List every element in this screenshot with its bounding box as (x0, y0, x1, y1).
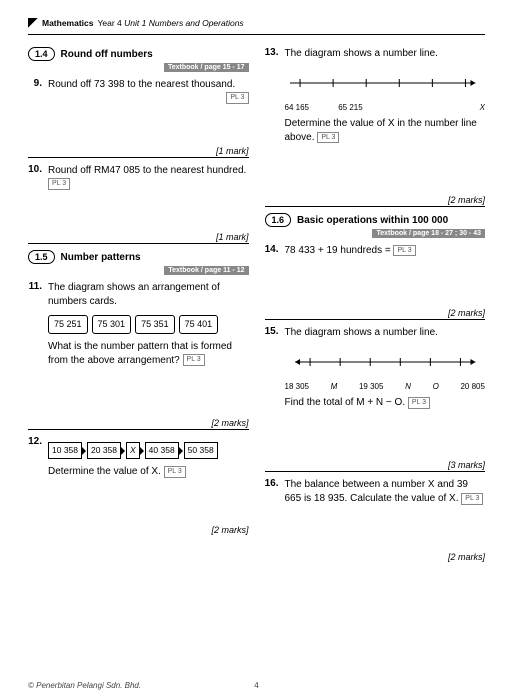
question-9: 9. Round off 73 398 to the nearest thous… (28, 78, 249, 106)
section-1-5: 1.5 Number patterns (28, 250, 249, 264)
number-line: 64 165 65 215 X (285, 69, 486, 113)
section-title: Number patterns (61, 252, 141, 263)
qtext: The balance between a number X and 39 66… (285, 479, 468, 504)
marks: [2 marks] (28, 525, 249, 535)
header-rule (28, 34, 485, 35)
pl-badge: PL 3 (226, 92, 248, 104)
marks: [2 marks] (265, 552, 486, 562)
card: 75 401 (179, 315, 219, 334)
qnum: 12. (28, 436, 42, 480)
number-line: 18 305 M 19 305 N O 20 805 (285, 348, 486, 392)
subject: Mathematics (42, 18, 94, 28)
section-badge: 1.4 (28, 47, 55, 61)
divider (28, 429, 249, 430)
question-10: 10. Round off RM47 085 to the nearest hu… (28, 164, 249, 192)
qnum: 13. (265, 47, 279, 145)
right-column: 13. The diagram shows a number line. 64 … (265, 41, 486, 562)
qnum: 11. (28, 281, 42, 368)
question-15: 15. The diagram shows a number line. 18 … (265, 326, 486, 410)
nl-label: 19 305 (359, 381, 383, 392)
qtext: The diagram shows a number line. (285, 327, 438, 338)
qtext: Determine the value of X in the number l… (285, 118, 477, 143)
qtext: 78 433 + 19 hundreds = (285, 245, 391, 256)
card: 75 351 (135, 315, 175, 334)
section-1-4: 1.4 Round off numbers (28, 47, 249, 61)
divider (265, 206, 486, 207)
nl-label: 64 165 (285, 102, 309, 113)
logo-icon (28, 18, 38, 28)
qtext: Find the total of M + N − O. (285, 397, 406, 408)
qtext: The diagram shows an arrangement of numb… (48, 282, 220, 307)
card: 75 301 (92, 315, 132, 334)
pl-badge: PL 3 (408, 397, 430, 409)
nl-label: 20 805 (460, 381, 484, 392)
section-title: Round off numbers (61, 49, 153, 60)
left-column: 1.4 Round off numbers Textbook / page 15… (28, 41, 249, 562)
marks: [2 marks] (265, 308, 486, 318)
divider (28, 243, 249, 244)
qtext: Round off RM47 085 to the nearest hundre… (48, 165, 246, 176)
marks: [1 mark] (28, 232, 249, 242)
qnum: 10. (28, 164, 42, 192)
qnum: 15. (265, 326, 279, 410)
textbook-ref: Textbook / page 11 - 12 (164, 266, 248, 275)
page-header: Mathematics Year 4 Unit 1 Numbers and Op… (28, 18, 485, 28)
marks: [1 mark] (28, 146, 249, 156)
pl-badge: PL 3 (461, 493, 483, 505)
number-cards: 75 251 75 301 75 351 75 401 (48, 315, 249, 334)
card: 75 251 (48, 315, 88, 334)
marks: [3 marks] (265, 460, 486, 470)
qtext: Determine the value of X. (48, 466, 161, 477)
section-1-6: 1.6 Basic operations within 100 000 (265, 213, 486, 227)
qnum: 16. (265, 478, 279, 506)
page-number: 4 (254, 681, 258, 690)
textbook-ref: Textbook / page 15 - 17 (164, 63, 249, 72)
marks: [2 marks] (28, 418, 249, 428)
section-title: Basic operations within 100 000 (297, 215, 448, 226)
unit: Unit 1 Numbers and Operations (124, 18, 244, 28)
divider (265, 471, 486, 472)
question-16: 16. The balance between a number X and 3… (265, 478, 486, 506)
nl-label: 65 215 (338, 102, 362, 113)
seq-box: 50 358 (184, 442, 218, 460)
pl-badge: PL 3 (164, 466, 186, 478)
nl-label: 18 305 (285, 381, 309, 392)
nl-label: O (433, 381, 439, 392)
qnum: 14. (265, 244, 279, 258)
question-12: 12. 10 358 20 358 X 40 358 50 358 Determ… (28, 436, 249, 480)
divider (265, 319, 486, 320)
question-11: 11. The diagram shows an arrangement of … (28, 281, 249, 368)
seq-box: X (126, 442, 140, 460)
section-badge: 1.5 (28, 250, 55, 264)
question-14: 14. 78 433 + 19 hundreds = PL 3 (265, 244, 486, 258)
section-badge: 1.6 (265, 213, 292, 227)
qtext: The diagram shows a number line. (285, 48, 438, 59)
nl-label: X (480, 102, 485, 113)
pl-badge: PL 3 (393, 245, 415, 257)
nl-label: N (405, 381, 411, 392)
pl-badge: PL 3 (183, 354, 205, 366)
year: Year 4 (98, 18, 122, 28)
page-footer: © Penerbitan Pelangi Sdn. Bhd. 4 (28, 681, 485, 690)
divider (28, 157, 249, 158)
qnum: 9. (28, 78, 42, 106)
seq-box: 10 358 (48, 442, 82, 460)
textbook-ref: Textbook / page 18 - 27 ; 30 - 43 (372, 229, 485, 238)
pl-badge: PL 3 (317, 132, 339, 144)
question-13: 13. The diagram shows a number line. 64 … (265, 47, 486, 145)
marks: [2 marks] (265, 195, 486, 205)
pl-badge: PL 3 (48, 178, 70, 190)
copyright: © Penerbitan Pelangi Sdn. Bhd. (28, 681, 141, 690)
qtext: Round off 73 398 to the nearest thousand… (48, 79, 235, 90)
seq-box: 40 358 (145, 442, 179, 460)
sequence: 10 358 20 358 X 40 358 50 358 (48, 442, 249, 460)
nl-label: M (331, 381, 338, 392)
seq-box: 20 358 (87, 442, 121, 460)
